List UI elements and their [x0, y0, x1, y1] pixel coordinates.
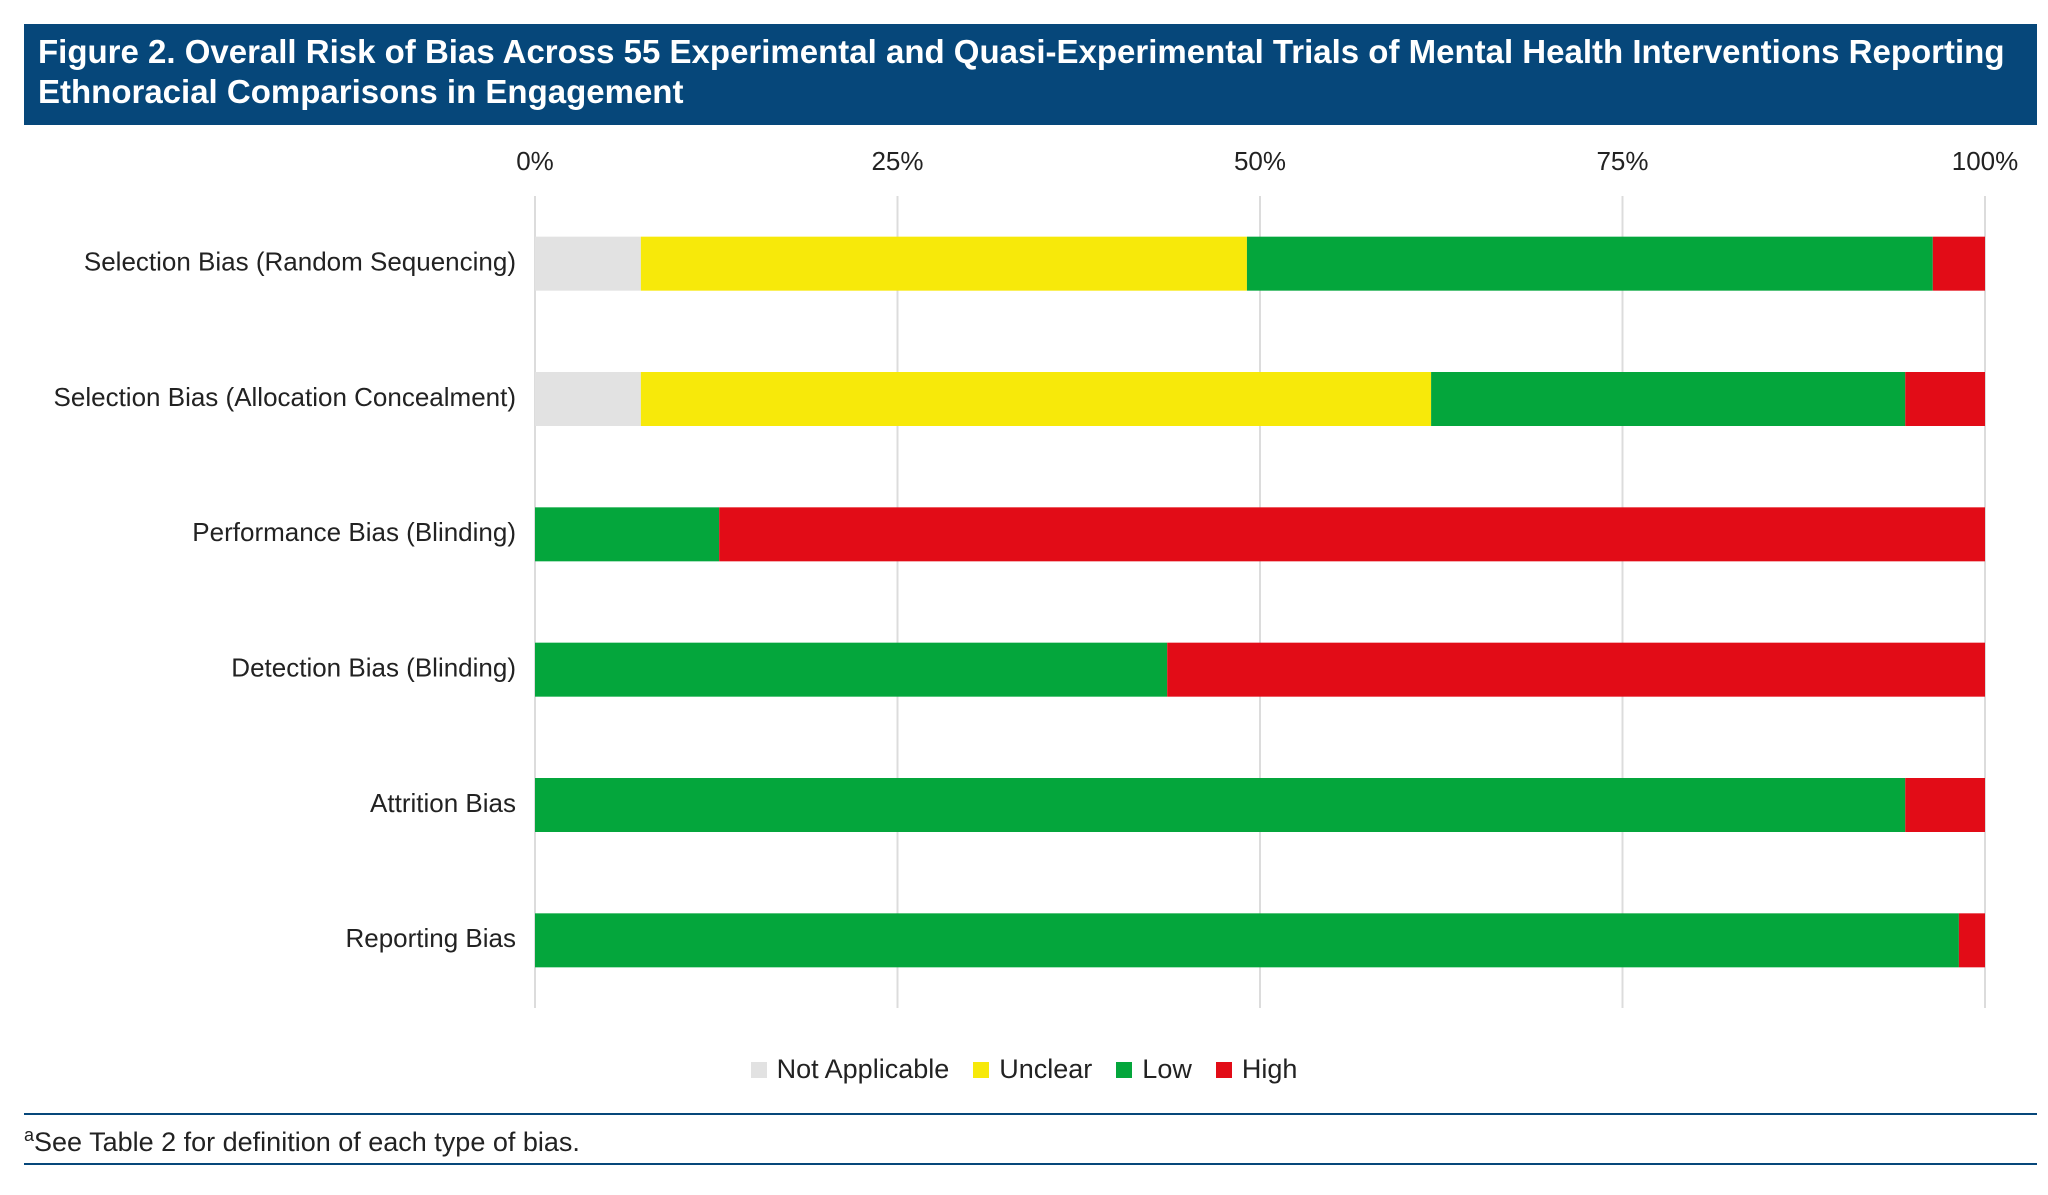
- legend-swatch: [1215, 1061, 1232, 1078]
- y-tick-label: Detection Bias (Blinding): [231, 653, 516, 683]
- legend-item: Not Applicable: [750, 1054, 950, 1085]
- y-tick-label: Performance Bias (Blinding): [192, 517, 516, 547]
- bar-segment: [535, 236, 641, 291]
- legend-swatch: [750, 1061, 767, 1078]
- legend-label: Not Applicable: [776, 1054, 950, 1084]
- bar-segment: [1905, 778, 1985, 832]
- legend-item: Unclear: [973, 1054, 1092, 1085]
- bar-segment: [1905, 372, 1985, 426]
- bar-segment: [1932, 236, 1985, 291]
- bar-segment: [535, 778, 1906, 832]
- bar-segment: [1431, 372, 1906, 426]
- legend-swatch: [1116, 1061, 1133, 1078]
- bar-segment: [719, 507, 1985, 562]
- legend-item: Low: [1116, 1054, 1192, 1085]
- legend-label: Low: [1142, 1054, 1192, 1084]
- bar-segment: [1167, 642, 1985, 697]
- bar-segment: [535, 642, 1168, 697]
- bar-segment: [535, 913, 1959, 968]
- header: Figure 2. Overall Risk of Bias Across 55…: [24, 24, 2037, 125]
- x-tick-label: 0%: [516, 146, 554, 176]
- bar-segment: [1246, 236, 1933, 291]
- y-tick-label: Selection Bias (Random Sequencing): [84, 247, 516, 277]
- legend-label: High: [1241, 1054, 1298, 1084]
- legend-item: High: [1215, 1054, 1298, 1085]
- footnote: aSee Table 2 for definition of each type…: [24, 1113, 2037, 1165]
- bar-segment: [535, 372, 641, 426]
- legend-label: Unclear: [999, 1054, 1093, 1084]
- x-tick-label: 25%: [871, 146, 923, 176]
- y-tick-label: Attrition Bias: [370, 788, 516, 818]
- bar-segment: [640, 372, 1432, 426]
- legend-swatch: [973, 1061, 990, 1078]
- x-tick-label: 50%: [1234, 146, 1286, 176]
- x-tick-label: 75%: [1596, 146, 1648, 176]
- y-tick-label: Selection Bias (Allocation Concealment): [54, 382, 516, 412]
- bar-segment: [640, 236, 1247, 291]
- footnote-text: See Table 2 for definition of each type …: [34, 1127, 580, 1157]
- bar-segment: [1958, 913, 1985, 968]
- footnote-marker: a: [24, 1125, 35, 1145]
- chart-title: Figure 2. Overall Risk of Bias Across 55…: [38, 33, 2005, 110]
- x-tick-label: 100%: [1952, 146, 2019, 176]
- bar-segment: [535, 507, 720, 562]
- legend: Not Applicable Unclear Low High: [0, 1054, 2048, 1085]
- y-tick-label: Reporting Bias: [345, 923, 516, 953]
